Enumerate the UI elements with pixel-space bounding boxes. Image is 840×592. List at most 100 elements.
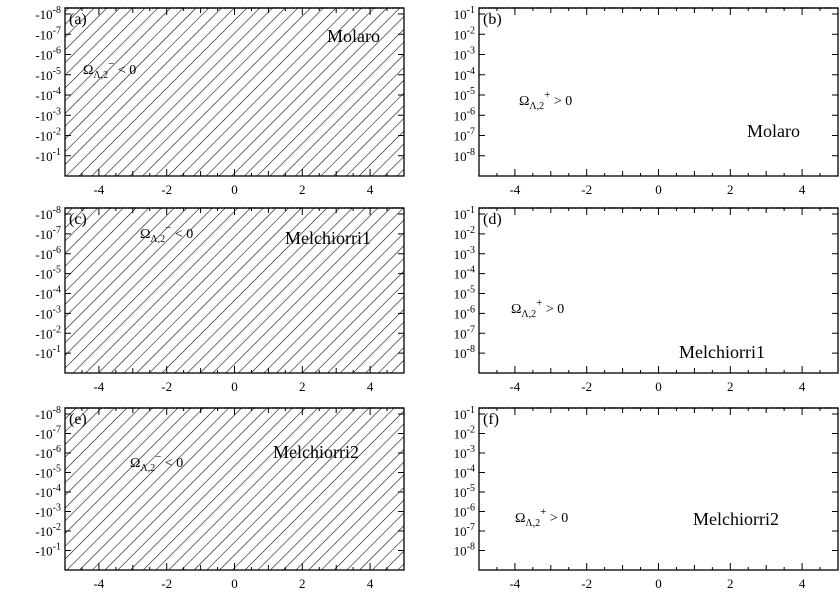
x-tick-label: 0 (655, 182, 662, 197)
x-tick-label: -4 (93, 182, 104, 197)
dataset-label: Melchiorri2 (693, 509, 779, 529)
plot-frame (478, 207, 839, 374)
x-tick-label: 2 (299, 379, 306, 394)
x-tick-label: 4 (367, 182, 374, 197)
excluded-region (65, 8, 404, 176)
y-tick-label: -10-4 (35, 483, 61, 500)
y-tick-label: -10-7 (35, 425, 61, 442)
y-tick-label: 10-4 (454, 265, 475, 282)
y-tick-label: 10-2 (454, 25, 475, 42)
y-tick-label: -10-1 (35, 147, 61, 164)
x-tick-label: -2 (581, 576, 592, 591)
y-tick-label: 10-1 (454, 5, 475, 22)
x-tick-label: 0 (231, 182, 238, 197)
y-tick-label: 10-3 (454, 245, 475, 262)
y-tick-label: 10-1 (454, 405, 475, 422)
x-tick-label: 2 (727, 576, 734, 591)
y-tick-label: -10-4 (35, 285, 61, 302)
panel-a: -4 -2 0 2 4 -10-8 -10-7 -10-6 -10-5 -10-4 -10-3 -10… (35, 5, 405, 197)
y-tick-label: -10-5 (35, 66, 61, 83)
panel-label: (d) (483, 211, 502, 228)
y-tick-label: -10-2 (35, 324, 61, 341)
x-tick-label: -4 (93, 576, 104, 591)
y-tick-label: 10-5 (454, 86, 475, 103)
panel-label: (f) (483, 411, 499, 428)
panel-b: -4 -2 0 2 4 10-1 10-2 10-3 10-4 10-5 10-6 10-7 10-8 (… (454, 5, 839, 197)
y-tick-label: 10-6 (454, 106, 475, 123)
x-tick-label: 4 (367, 576, 374, 591)
y-tick-label: -10-2 (35, 127, 61, 144)
panel-label: (a) (69, 11, 87, 28)
x-tick-label: 2 (299, 576, 306, 591)
x-tick-label: 2 (727, 182, 734, 197)
y-tick-label: 10-8 (454, 542, 475, 559)
y-tick-label: 10-7 (454, 522, 475, 539)
x-tick-label: -4 (509, 576, 520, 591)
x-tick-label: 0 (231, 379, 238, 394)
y-tick-label: -10-2 (35, 522, 61, 539)
y-tick-label: -10-6 (35, 46, 61, 63)
x-tick-label: 4 (367, 379, 374, 394)
panel-f: -4 -2 0 2 4 10-1 10-2 10-3 10-4 10-5 10-6 10-7 10-8 (… (454, 405, 839, 591)
dataset-label: Melchiorri1 (679, 342, 765, 362)
y-tick-label: -10-8 (35, 205, 61, 222)
dataset-label: Melchiorri2 (273, 442, 359, 462)
y-tick-label: 10-7 (454, 127, 475, 144)
annotation-0: ΩΛ,2− < 0 (83, 58, 136, 81)
y-tick-label: -10-3 (35, 106, 61, 123)
y-tick-label: -10-1 (35, 344, 61, 361)
y-tick-label: 10-1 (454, 205, 475, 222)
panel-d: -4 -2 0 2 4 10-1 10-2 10-3 10-4 10-5 10-6 10-7 10-8 (… (454, 205, 839, 394)
y-tick-label: 10-3 (454, 46, 475, 63)
panel-label: (b) (483, 11, 502, 28)
y-tick-label: 10-2 (454, 425, 475, 442)
y-tick-label: 10-5 (454, 285, 475, 302)
y-tick-label: 10-4 (454, 66, 475, 83)
annotation-1: ΩΛ,2+ > 0 (519, 89, 572, 112)
y-tick-label: 10-6 (454, 304, 475, 321)
y-tick-label: 10-8 (454, 147, 475, 164)
annotation-3: ΩΛ,2+ > 0 (511, 297, 564, 320)
dataset-label: Molaro (747, 121, 800, 141)
x-tick-label: -4 (509, 379, 520, 394)
y-tick-label: 10-2 (454, 225, 475, 242)
plot-frame (478, 7, 839, 177)
annotation-5: ΩΛ,2+ > 0 (515, 506, 568, 529)
y-tick-label: -10-7 (35, 25, 61, 42)
y-tick-label: 10-6 (454, 503, 475, 520)
y-tick-label: -10-3 (35, 304, 61, 321)
y-tick-label: -10-6 (35, 444, 61, 461)
y-tick-label: -10-3 (35, 503, 61, 520)
y-tick-label: 10-4 (454, 464, 475, 481)
y-tick-label: -10-8 (35, 405, 61, 422)
x-tick-label: 4 (799, 182, 806, 197)
x-tick-label: -2 (161, 576, 172, 591)
x-tick-label: 2 (727, 379, 734, 394)
x-tick-label: -4 (509, 182, 520, 197)
x-tick-label: -2 (581, 182, 592, 197)
y-tick-label: -10-8 (35, 5, 61, 22)
x-tick-label: -2 (161, 379, 172, 394)
y-tick-label: -10-6 (35, 245, 61, 262)
panel-c: -4 -2 0 2 4 -10-8 -10-7 -10-6 -10-5 -10-4 -10-3 -10… (35, 205, 405, 394)
y-tick-label: -10-4 (35, 86, 61, 103)
dataset-label: Melchiorri1 (285, 228, 371, 248)
x-tick-label: 4 (799, 576, 806, 591)
y-tick-label: -10-7 (35, 225, 61, 242)
x-tick-label: -4 (93, 379, 104, 394)
panel-label: (e) (69, 411, 87, 428)
excluded-region (65, 408, 404, 570)
x-tick-label: -2 (161, 182, 172, 197)
x-tick-label: 0 (655, 576, 662, 591)
plot-frame (478, 407, 839, 571)
x-tick-label: 4 (799, 379, 806, 394)
x-tick-label: 0 (231, 576, 238, 591)
x-tick-label: 0 (655, 379, 662, 394)
excluded-region (65, 208, 404, 373)
y-tick-label: 10-5 (454, 483, 475, 500)
y-tick-label: 10-7 (454, 324, 475, 341)
y-tick-label: -10-5 (35, 464, 61, 481)
panel-label: (c) (69, 211, 87, 228)
dataset-label: Molaro (327, 26, 380, 46)
